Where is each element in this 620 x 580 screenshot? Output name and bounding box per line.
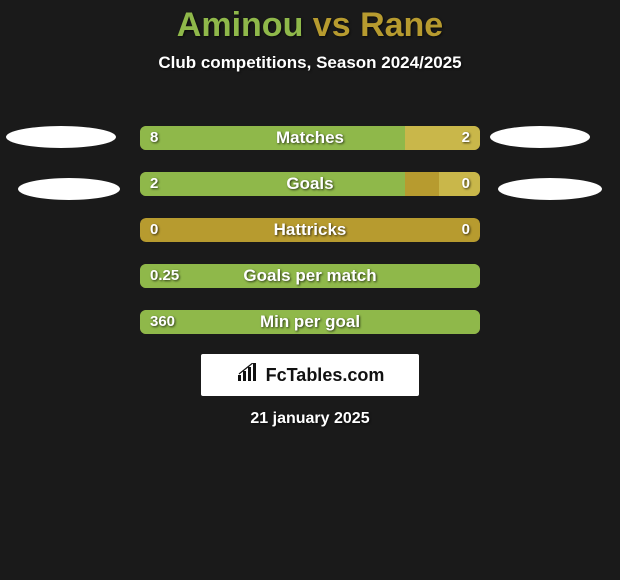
page-title: Aminou vs Rane <box>0 0 620 45</box>
stat-bar-row: 360 Min per goal <box>140 310 480 334</box>
stat-label: Goals <box>140 172 480 196</box>
title-left-name: Aminou <box>177 6 304 44</box>
player-left-ellipse-1 <box>6 126 116 148</box>
player-right-ellipse-2 <box>498 178 602 200</box>
stat-label: Goals per match <box>140 264 480 288</box>
brand-box: FcTables.com <box>201 354 419 396</box>
stat-label: Hattricks <box>140 218 480 242</box>
stat-bar-row: 8 Matches 2 <box>140 126 480 150</box>
stat-label: Min per goal <box>140 310 480 334</box>
title-separator: vs <box>303 6 360 44</box>
brand-chart-icon <box>236 363 262 388</box>
date-line: 21 january 2025 <box>0 410 620 428</box>
player-right-ellipse-1 <box>490 126 590 148</box>
title-right-name: Rane <box>360 6 443 44</box>
stat-val-right: 0 <box>462 172 470 196</box>
stat-bar-row: 0 Hattricks 0 <box>140 218 480 242</box>
brand-text: FcTables.com <box>266 365 385 386</box>
stat-label: Matches <box>140 126 480 150</box>
stat-val-right: 2 <box>462 126 470 150</box>
player-left-ellipse-2 <box>18 178 120 200</box>
stat-val-right: 0 <box>462 218 470 242</box>
stat-bar-row: 2 Goals 0 <box>140 172 480 196</box>
subtitle: Club competitions, Season 2024/2025 <box>0 53 620 73</box>
stat-bar-row: 0.25 Goals per match <box>140 264 480 288</box>
stat-bars: 8 Matches 2 2 Goals 0 0 Hattricks 0 0.25… <box>140 126 480 334</box>
